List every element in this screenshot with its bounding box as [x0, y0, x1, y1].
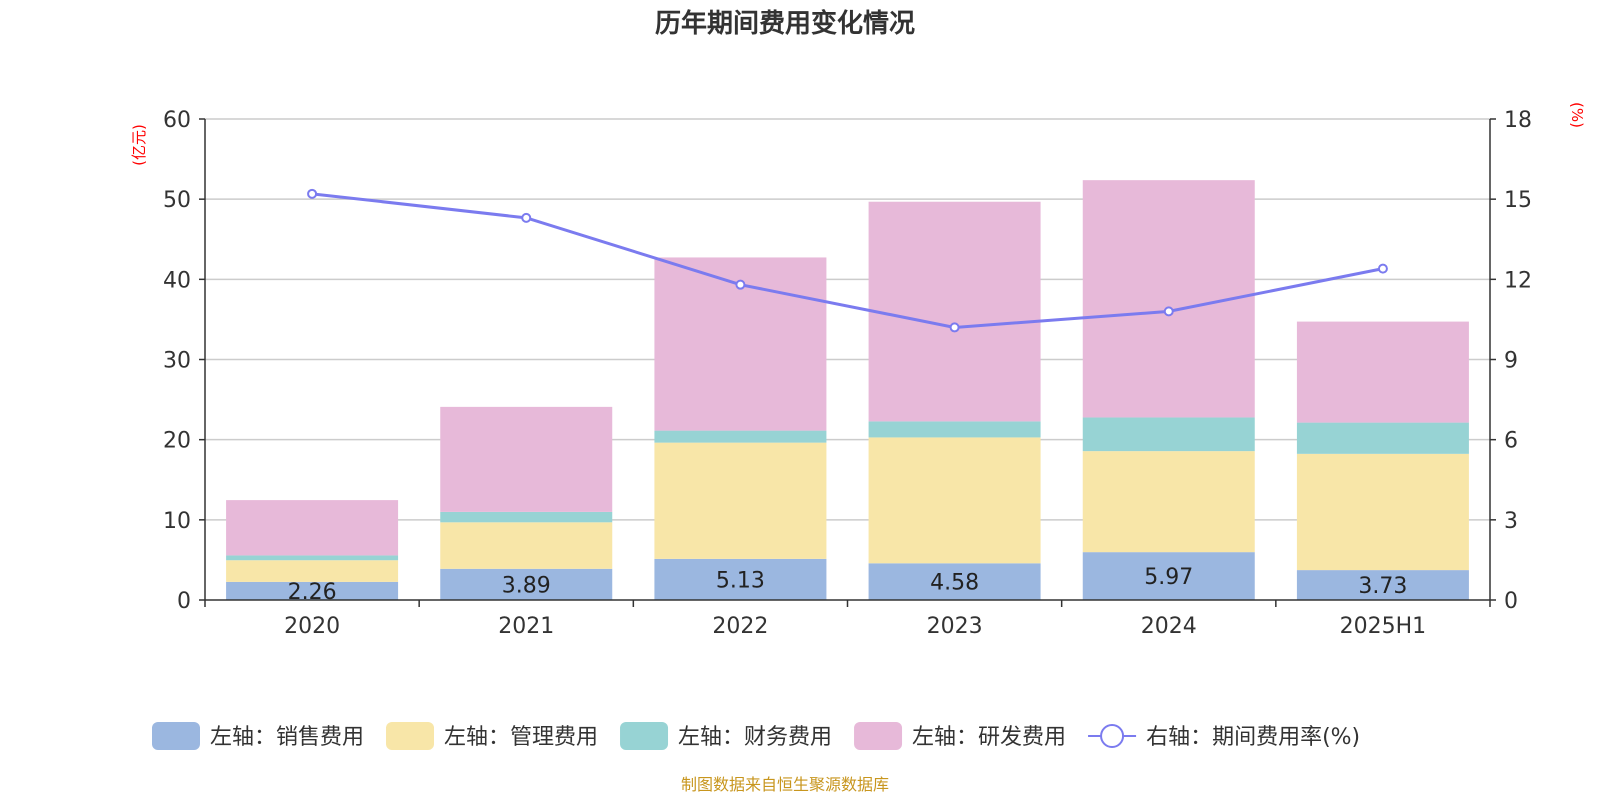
bar-segment: [868, 201, 1041, 422]
right-tick-label: 3: [1504, 509, 1518, 534]
left-axis-unit: (亿元): [130, 124, 148, 166]
legend-label: 左轴：管理费用: [444, 725, 598, 750]
bar-data-label: 5.97: [1144, 565, 1193, 590]
bar-segment: [1082, 552, 1255, 600]
legend-item[interactable]: 右轴：期间费用率(%): [1088, 724, 1360, 750]
bar-segment: [440, 568, 613, 600]
bar-data-label: 3.73: [1358, 574, 1407, 599]
legend-swatch: [620, 722, 669, 750]
x-tick-label: 2024: [1141, 614, 1197, 639]
bar-segment: [1296, 453, 1469, 571]
axes: 0 10 20 30 40 50 60 0 3 6 9 12 15 18 2020 2021 2022 2023 2…: [163, 108, 1532, 639]
right-tick-label: 12: [1504, 268, 1532, 293]
left-tick-label: 40: [163, 268, 191, 293]
right-tick-label: 6: [1504, 429, 1518, 454]
bar-segment: [440, 511, 613, 523]
bar-segment: [868, 437, 1041, 564]
right-axis-unit: (%): [1568, 102, 1586, 128]
legend-marker: [1100, 724, 1125, 748]
bar-segment: [226, 581, 399, 600]
left-tick-label: 30: [163, 349, 191, 374]
rate-point: [735, 279, 746, 290]
left-tick-label: 20: [163, 429, 191, 454]
bar-segment: [1296, 570, 1469, 600]
bar-segment: [226, 560, 399, 582]
rate-line-path: [311, 192, 1384, 329]
bar-segment: [440, 406, 613, 512]
bar-segment: [226, 500, 399, 556]
right-tick-label: 0: [1504, 589, 1518, 614]
bar-segment: [868, 421, 1041, 438]
bar-segment: [1082, 451, 1255, 553]
data-labels: 2.26 3.89 5.13 4.58 5.97 3.73: [288, 565, 1408, 605]
left-tick-label: 10: [163, 509, 191, 534]
left-tick-label: 60: [163, 108, 191, 133]
legend-item[interactable]: 左轴：研发费用: [854, 722, 1066, 750]
bar-segment: [654, 558, 827, 600]
bar-segment: [226, 555, 399, 561]
legend-swatch: [854, 722, 903, 750]
rate-point: [1377, 263, 1388, 274]
bar-segment: [440, 522, 613, 569]
left-tick-label: 0: [177, 589, 191, 614]
bars: [226, 180, 1469, 600]
bar-segment: [1296, 422, 1469, 454]
bar-data-label: 3.89: [502, 573, 551, 598]
bar-segment: [868, 563, 1041, 600]
x-tick-label: 2023: [927, 614, 983, 639]
rate-point: [1163, 306, 1174, 317]
right-tick-label: 9: [1504, 349, 1518, 374]
legend-item[interactable]: 左轴：管理费用: [386, 722, 598, 750]
bar-segment: [654, 442, 827, 559]
grid: [205, 118, 1490, 521]
legend-swatch: [152, 722, 200, 750]
source-note: 制图数据来自恒生聚源数据库: [681, 775, 889, 794]
chart-title: 历年期间费用变化情况: [655, 8, 915, 39]
bar-data-label: 4.58: [930, 571, 979, 596]
legend-label: 右轴：期间费用率(%): [1146, 725, 1360, 750]
rate-point: [307, 188, 318, 199]
bar-segment: [654, 430, 827, 443]
legend-label: 左轴：财务费用: [678, 725, 832, 750]
legend-swatch: [386, 722, 435, 750]
legend-label: 左轴：销售费用: [210, 725, 364, 750]
x-tick-label: 2021: [498, 614, 554, 639]
legend-label: 左轴：研发费用: [912, 725, 1066, 750]
x-tick-label: 2022: [712, 614, 768, 639]
rate-point: [949, 322, 960, 333]
bar-segment: [1082, 417, 1255, 452]
rate-point: [521, 212, 532, 223]
legend-item[interactable]: 左轴：财务费用: [620, 722, 832, 750]
left-tick-label: 50: [163, 188, 191, 213]
rate-line: [307, 188, 1388, 333]
bar-segment: [1296, 321, 1469, 423]
bar-data-label: 2.26: [288, 580, 337, 605]
bar-data-label: 5.13: [716, 568, 765, 593]
x-tick-label: 2025H1: [1340, 614, 1427, 639]
right-tick-label: 15: [1504, 188, 1532, 213]
right-tick-label: 18: [1504, 108, 1532, 133]
x-tick-label: 2020: [284, 614, 340, 639]
legend-item[interactable]: 左轴：销售费用: [152, 722, 364, 750]
legend[interactable]: 左轴：销售费用 左轴：管理费用 左轴：财务费用 左轴：研发费用 右轴：期间费用率(%): [152, 722, 1360, 750]
